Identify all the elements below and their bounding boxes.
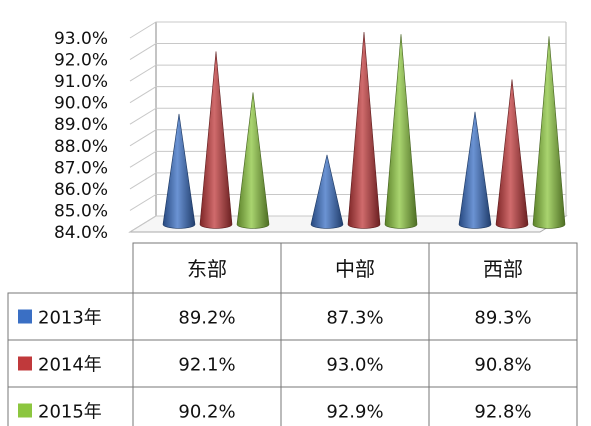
category-label: 西部 — [483, 257, 523, 281]
gridline — [129, 215, 566, 233]
gridline — [129, 193, 566, 211]
data-value-label: 90.8% — [474, 355, 531, 376]
data-value-label: 92.1% — [178, 355, 235, 376]
category-label: 中部 — [335, 257, 375, 281]
series-label: 2014年 — [38, 355, 102, 376]
cone-mark — [347, 31, 381, 229]
side-wall-edge — [129, 22, 157, 233]
y-tick-label: 93.0% — [54, 29, 108, 49]
gridline — [129, 129, 566, 147]
gridline — [129, 107, 566, 125]
grid-lines — [129, 21, 566, 233]
cone-mark — [495, 79, 529, 229]
data-value-label: 89.2% — [178, 308, 235, 329]
y-axis-tick-labels: 84.0%85.0%86.0%87.0%88.0%89.0%90.0%91.0%… — [54, 29, 108, 243]
y-tick-label: 90.0% — [54, 94, 108, 114]
y-tick-label: 89.0% — [54, 115, 108, 135]
y-tick-label: 92.0% — [54, 51, 108, 71]
series-label: 2013年 — [38, 308, 102, 329]
data-value-label: 90.2% — [178, 402, 235, 423]
data-value-label: 89.3% — [474, 308, 531, 329]
table-row — [7, 386, 578, 426]
cone-mark — [532, 36, 566, 229]
legend-swatch — [18, 356, 32, 371]
data-value-label: 92.8% — [474, 402, 531, 423]
y-tick-label: 91.0% — [54, 72, 108, 92]
legend-swatch — [18, 403, 32, 418]
gridline — [129, 86, 566, 104]
cone-mark — [458, 111, 492, 229]
cone-mark — [384, 34, 418, 229]
cone-mark — [199, 51, 233, 229]
cone-mark — [310, 154, 344, 229]
y-tick-label: 85.0% — [54, 201, 108, 221]
data-value-label: 87.3% — [326, 308, 383, 329]
y-tick-label: 88.0% — [54, 137, 108, 157]
category-label: 东部 — [187, 257, 227, 281]
legend-swatch — [18, 309, 32, 324]
y-tick-label: 84.0% — [54, 223, 108, 243]
data-table: 东部 中部 西部 2013年 89.2% 87.3% 89.3% 2014年 92.1% 93.0… — [7, 242, 578, 426]
data-value-label: 93.0% — [326, 355, 383, 376]
cone-mark — [236, 92, 270, 229]
y-tick-label: 86.0% — [54, 180, 108, 200]
gridline — [129, 150, 566, 168]
gridline — [129, 64, 566, 82]
y-tick-label: 87.0% — [54, 158, 108, 178]
gridline — [129, 43, 566, 60]
data-value-label: 92.9% — [326, 402, 383, 423]
cone-mark — [162, 113, 196, 229]
gridline — [129, 172, 566, 190]
cone-series — [162, 31, 566, 229]
gridline — [129, 21, 566, 39]
series-label: 2015年 — [38, 402, 102, 423]
